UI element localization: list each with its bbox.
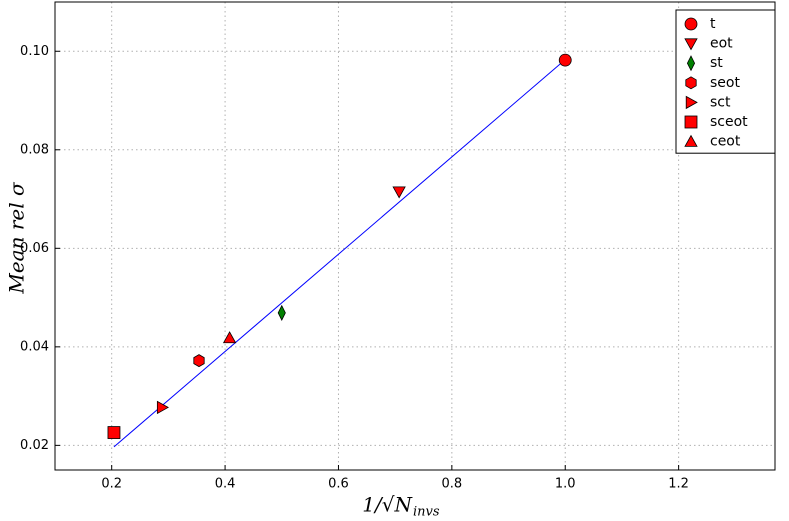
point — [107, 426, 121, 439]
legend-marker — [684, 115, 698, 129]
fit-line — [113, 59, 566, 448]
x-tick-label: 1.0 — [555, 477, 576, 492]
legend-label: t — [710, 16, 716, 32]
y-tick-label: 0.04 — [20, 339, 49, 354]
legend-label: ceot — [710, 134, 741, 150]
legend-label: sct — [710, 94, 731, 110]
legend-marker — [684, 134, 698, 147]
y-tick-label: 0.02 — [20, 438, 49, 453]
legend-label: sceot — [710, 114, 748, 130]
y-tick-label: 0.06 — [20, 241, 49, 256]
legend-label: eot — [710, 36, 733, 52]
point — [277, 304, 286, 321]
point — [558, 53, 572, 67]
legend-marker — [685, 76, 697, 90]
x-tick-label: 0.8 — [442, 477, 463, 492]
point — [193, 354, 205, 368]
point — [222, 331, 237, 344]
legend-label: seot — [710, 75, 740, 91]
point — [156, 400, 169, 415]
y-axis-label: Mean rel σ — [5, 181, 29, 295]
legend-label: st — [710, 55, 723, 71]
x-tick-label: 0.4 — [215, 477, 236, 492]
x-axis-label-sub: invs — [413, 505, 440, 520]
legend-marker — [684, 17, 698, 31]
legend-marker — [685, 95, 698, 110]
legend-marker — [684, 38, 698, 51]
y-tick-label: 0.10 — [20, 44, 49, 59]
x-axis-label: 1/√N — [362, 493, 413, 517]
x-tick-label: 0.2 — [101, 477, 122, 492]
x-tick-label: 1.2 — [668, 477, 689, 492]
y-tick-label: 0.08 — [20, 142, 49, 157]
point — [392, 186, 406, 199]
legend-marker — [686, 55, 696, 72]
x-tick-label: 0.6 — [328, 477, 349, 492]
plot-frame — [54, 1, 776, 471]
